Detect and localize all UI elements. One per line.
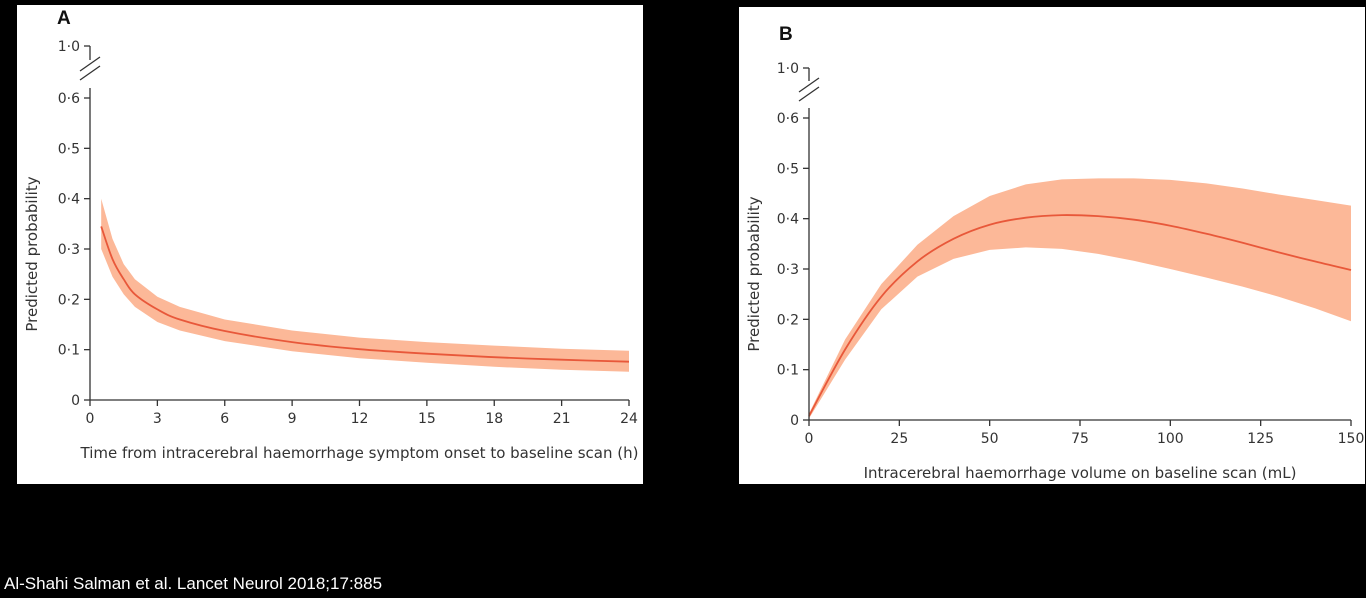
x-tick-label: 15 bbox=[418, 411, 436, 427]
panel-letter: B bbox=[779, 24, 793, 45]
y-tick-label: 1·0 bbox=[58, 39, 80, 55]
chart-panel-a: 1·0 0 0·1 0·2 0·3 0·4 0·5 0·6 0 3 6 9 12 15 18 21 24 Time… bbox=[17, 5, 643, 484]
y-tick-label: 0·1 bbox=[58, 343, 80, 359]
y-tick-label: 0·5 bbox=[777, 161, 799, 177]
x-tick-label: 21 bbox=[553, 411, 571, 427]
y-tick-label: 0·6 bbox=[58, 91, 80, 107]
x-tick-label: 150 bbox=[1338, 431, 1365, 447]
predicted-line bbox=[808, 214, 1352, 417]
predicted-line bbox=[100, 226, 630, 363]
x-tick-label: 9 bbox=[288, 411, 297, 427]
x-tick-label: 75 bbox=[1071, 431, 1089, 447]
y-tick-label: 0·4 bbox=[58, 192, 80, 208]
y-axis-title: Predicted probability bbox=[745, 196, 763, 351]
x-axis-title: Time from intracerebral haemorrhage symp… bbox=[80, 444, 639, 462]
panel-letter: A bbox=[57, 8, 71, 29]
confidence-band bbox=[809, 178, 1351, 419]
y-tick-label: 0·1 bbox=[777, 363, 799, 379]
x-tick-label: 25 bbox=[890, 431, 908, 447]
y-tick-label: 0·2 bbox=[58, 292, 80, 308]
y-tick-label: 0·2 bbox=[777, 312, 799, 328]
y-tick-label: 0·3 bbox=[58, 242, 80, 258]
x-tick-label: 12 bbox=[351, 411, 369, 427]
y-tick-label: 0 bbox=[790, 413, 799, 429]
chart-a-svg: 1·0 0 0·1 0·2 0·3 0·4 0·5 0·6 0 3 6 9 12 15 18 21 24 Time… bbox=[23, 8, 639, 462]
axis-break-mark bbox=[79, 56, 101, 72]
y-tick-label: 0·3 bbox=[777, 262, 799, 278]
y-axis-title: Predicted probability bbox=[23, 176, 41, 331]
x-tick-label: 0 bbox=[805, 431, 814, 447]
confidence-band bbox=[101, 198, 629, 372]
axis-break-mark bbox=[798, 86, 820, 102]
y-tick-label: 0·5 bbox=[58, 141, 80, 157]
axis-break-mark bbox=[798, 77, 820, 93]
chart-b-svg: 1·0 0 0·1 0·2 0·3 0·4 0·5 0·6 0 25 50 75 100 125 150 In… bbox=[745, 24, 1365, 482]
x-tick-label: 50 bbox=[981, 431, 999, 447]
x-tick-label: 24 bbox=[620, 411, 638, 427]
axis-break-mark bbox=[79, 65, 101, 81]
x-tick-label: 3 bbox=[153, 411, 162, 427]
x-tick-label: 6 bbox=[220, 411, 229, 427]
x-axis-title: Intracerebral haemorrhage volume on base… bbox=[864, 464, 1297, 482]
y-tick-label: 0 bbox=[71, 393, 80, 409]
x-tick-label: 100 bbox=[1157, 431, 1184, 447]
y-tick-label: 0·4 bbox=[777, 212, 799, 228]
y-tick-label: 1·0 bbox=[777, 61, 799, 77]
x-tick-label: 125 bbox=[1247, 431, 1274, 447]
x-tick-label: 18 bbox=[485, 411, 503, 427]
chart-panel-b: 1·0 0 0·1 0·2 0·3 0·4 0·5 0·6 0 25 50 75 100 125 150 In… bbox=[739, 7, 1365, 484]
y-tick-label: 0·6 bbox=[777, 111, 799, 127]
citation-text: Al-Shahi Salman et al. Lancet Neurol 201… bbox=[4, 574, 383, 593]
x-tick-label: 0 bbox=[86, 411, 95, 427]
